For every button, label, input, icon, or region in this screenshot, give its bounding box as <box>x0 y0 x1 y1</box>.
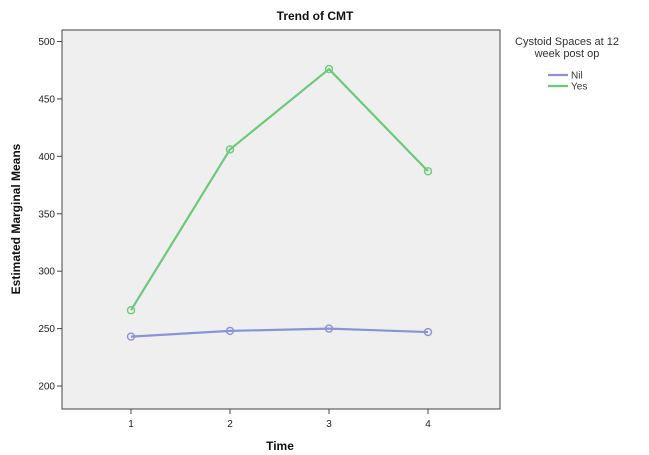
plot-area <box>61 29 501 410</box>
data-point-yes <box>225 145 235 154</box>
y-tick-label: 200 <box>38 382 55 393</box>
data-point-yes <box>324 64 334 74</box>
x-tick-label: 1 <box>128 419 134 430</box>
data-point-nil <box>423 327 433 337</box>
x-tick-label: 3 <box>326 419 332 430</box>
y-tick-label: 250 <box>38 324 55 335</box>
x-axis-title: Time <box>266 439 294 453</box>
data-point-nil <box>324 324 334 333</box>
legend-title-line-1: Cystoid Spaces at 12 <box>515 36 619 48</box>
legend-label-nil: Nil <box>571 71 583 82</box>
y-tick-label: 450 <box>38 94 55 105</box>
data-point-nil <box>126 332 136 341</box>
series-line-yes <box>130 67 429 311</box>
data-point-yes <box>126 306 136 315</box>
y-axis: 200 250 300 350 400 450 500 <box>38 37 62 393</box>
data-point-yes <box>423 167 433 176</box>
data-point-nil <box>225 326 235 336</box>
x-tick-label: 4 <box>425 419 431 430</box>
x-tick-label: 2 <box>227 419 233 430</box>
y-tick-label: 400 <box>38 152 55 163</box>
legend-title-line-2: week post op <box>534 48 600 60</box>
y-tick-label: 500 <box>38 37 55 48</box>
y-tick-label: 350 <box>38 209 55 220</box>
y-tick-label: 300 <box>38 267 55 278</box>
series-line-nil <box>130 327 429 338</box>
chart-title: Trend of CMT <box>277 9 354 23</box>
x-axis: 1 2 3 4 <box>128 409 431 430</box>
series-group <box>126 64 433 341</box>
y-axis-title: Estimated Marginal Means <box>9 143 23 294</box>
legend-label-yes: Yes <box>571 82 587 93</box>
